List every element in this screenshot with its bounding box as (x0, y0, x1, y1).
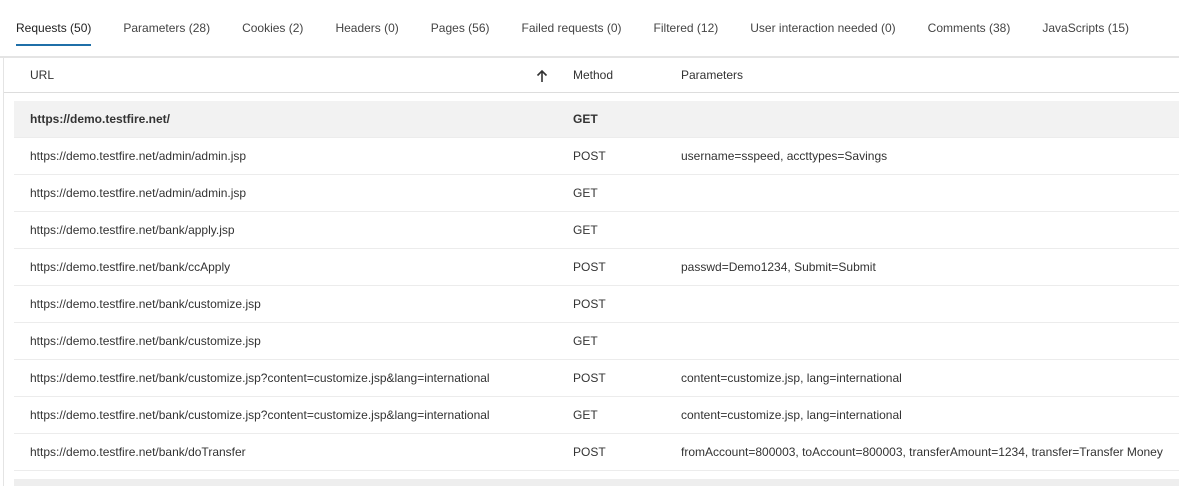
cell-method: GET (573, 186, 598, 200)
cell-parameters: content=customize.jsp, lang=internationa… (681, 408, 902, 422)
cell-parameters: username=sspeed, accttypes=Savings (681, 149, 888, 163)
table-row[interactable]: https://demo.testfire.net/admin/admin.js… (14, 138, 1179, 175)
table-row[interactable]: https://demo.testfire.net/bank/doTransfe… (14, 434, 1179, 471)
table-row[interactable]: https://demo.testfire.net/bank/customize… (14, 360, 1179, 397)
cell-method: GET (573, 408, 598, 422)
table-row[interactable]: https://demo.testfire.net/bank/customize… (14, 286, 1179, 323)
column-header[interactable]: Parameters (681, 68, 744, 82)
table-row[interactable]: https://demo.testfire.net/bank/customize… (14, 323, 1179, 360)
table-row[interactable]: https://demo.testfire.net/bank/customize… (14, 397, 1179, 434)
cell-url: https://demo.testfire.net/admin/admin.js… (30, 186, 247, 200)
tab[interactable]: Comments (38) (927, 21, 1011, 35)
cell-url: https://demo.testfire.net/bank/customize… (30, 334, 261, 348)
cell-method: POST (573, 445, 606, 459)
cell-url: https://demo.testfire.net/bank/customize… (30, 371, 490, 385)
table-body: https://demo.testfire.net/GET https://dem… (14, 101, 1179, 471)
requests-table: URL Method Parameters https://demo.testf… (3, 58, 1179, 486)
tab[interactable]: Headers (0) (335, 21, 399, 35)
cell-method: POST (573, 297, 606, 311)
table-row[interactable]: https://demo.testfire.net/admin/admin.js… (14, 175, 1179, 212)
cell-url: https://demo.testfire.net/bank/customize… (30, 297, 261, 311)
cell-method: GET (573, 112, 598, 126)
cell-method: POST (573, 371, 606, 385)
cell-url: https://demo.testfire.net/bank/customize… (30, 408, 490, 422)
cell-url: https://demo.testfire.net/bank/apply.jsp (30, 223, 235, 237)
tab[interactable]: Parameters (28) (123, 21, 211, 35)
cell-parameters: passwd=Demo1234, Submit=Submit (681, 260, 876, 274)
tab[interactable]: Failed requests (0) (521, 21, 622, 35)
tab[interactable]: User interaction needed (0) (750, 21, 896, 35)
tab[interactable]: Requests (50) (16, 0, 92, 46)
tab[interactable]: Pages (56) (430, 21, 490, 35)
scrollbar (14, 479, 1179, 486)
cell-method: POST (573, 260, 606, 274)
cell-parameters: content=customize.jsp, lang=internationa… (681, 371, 902, 385)
tab-bar: Requests (50) Parameters (28) Cookies (2) H… (0, 0, 1179, 58)
table-header: URL Method Parameters (4, 58, 1179, 93)
table-row[interactable]: https://demo.testfire.net/GET (14, 101, 1179, 138)
cell-url: https://demo.testfire.net/bank/ccApply (30, 260, 231, 274)
cell-method: POST (573, 149, 606, 163)
tab[interactable]: Filtered (12) (653, 21, 719, 35)
table-row[interactable]: https://demo.testfire.net/bank/ccApply PO… (14, 249, 1179, 286)
tab[interactable]: Cookies (2) (242, 21, 304, 35)
column-header[interactable]: Method (573, 68, 614, 82)
column-header[interactable]: URL (30, 68, 55, 82)
sort-icon[interactable] (535, 69, 549, 83)
cell-parameters: fromAccount=800003, toAccount=800003, tr… (681, 445, 1163, 459)
cell-method: GET (573, 223, 598, 237)
tab[interactable]: JavaScripts (15) (1042, 21, 1130, 35)
cell-url: https://demo.testfire.net/ (30, 112, 171, 126)
table-row[interactable]: https://demo.testfire.net/bank/apply.jsp… (14, 212, 1179, 249)
cell-url: https://demo.testfire.net/admin/admin.js… (30, 149, 247, 163)
cell-url: https://demo.testfire.net/bank/doTransfe… (30, 445, 246, 459)
cell-method: GET (573, 334, 598, 348)
